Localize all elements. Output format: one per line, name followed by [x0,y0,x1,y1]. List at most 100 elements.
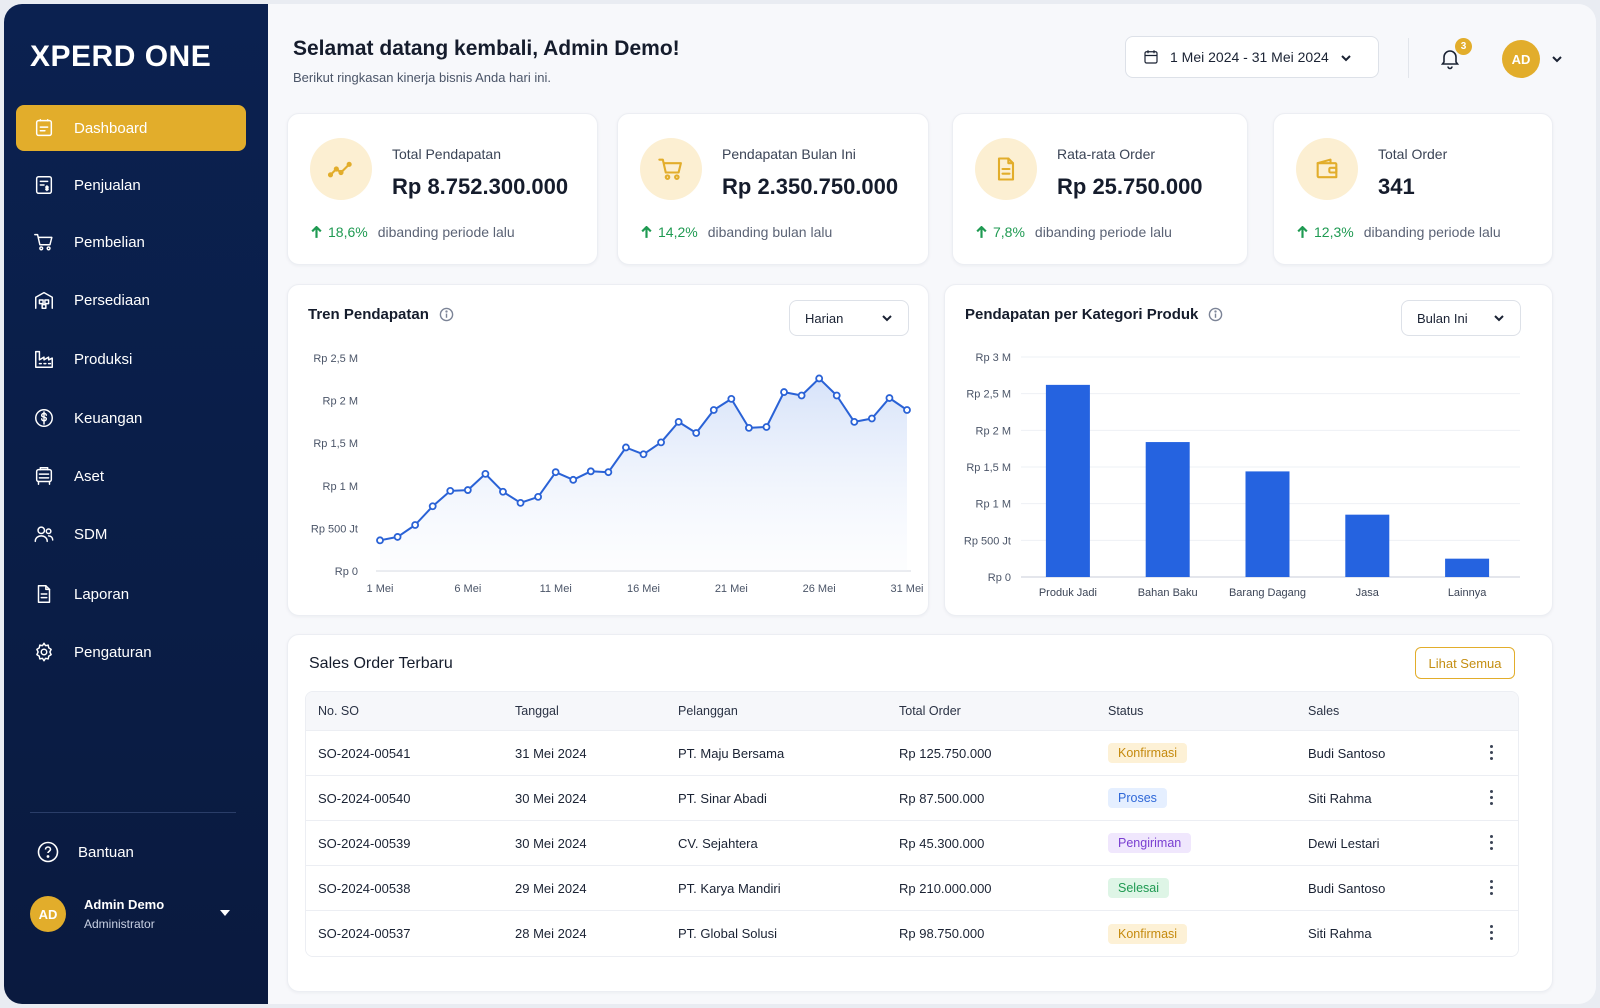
data-point[interactable] [657,438,665,447]
document-icon [32,582,56,606]
data-point[interactable] [727,394,736,403]
header-divider [1408,38,1409,78]
sidebar-item-dashboard[interactable]: Dashboard [16,105,246,151]
kpi-compare: dibanding periode lalu [1034,224,1172,240]
panel-title: Sales Order Terbaru [309,655,453,672]
user-role: Administrator [84,917,155,931]
kpi-card-total-order: Total Order 341 12,3% dibanding periode … [1273,113,1553,265]
data-point[interactable] [762,423,771,431]
data-point[interactable] [639,450,648,459]
sidebar-item-pembelian[interactable]: Pembelian [16,219,246,265]
user-menu[interactable]: AD Admin Demo Administrator [30,894,230,934]
data-point[interactable] [903,406,911,414]
chevron-down-icon [881,312,893,327]
data-point[interactable] [850,417,859,426]
data-point[interactable] [780,388,788,396]
info-icon[interactable] [439,307,454,322]
column-header[interactable]: Pelanggan [678,704,738,718]
table-row[interactable]: SO-2024-00537 28 Mei 2024 PT. Global Solus… [306,911,1518,956]
more-options-icon[interactable] [1490,835,1494,851]
data-point[interactable] [411,521,420,529]
sidebar-item-label: Pembelian [74,233,145,251]
dollar-circle-icon [32,406,56,430]
sidebar-item-produksi[interactable]: Produksi [16,336,246,382]
sidebar-item-label: Penjualan [74,176,141,194]
data-point[interactable] [622,443,630,452]
data-point[interactable] [569,475,578,484]
cell-sales: Dewi Lestari [1308,835,1380,851]
sidebar-item-keuangan[interactable]: Keuangan [16,395,246,441]
notification-button[interactable] [1438,46,1464,72]
data-point[interactable] [376,536,384,545]
cell-total: Rp 210.000.000 [899,880,992,896]
date-range-picker[interactable]: 1 Mei 2024 - 31 Mei 2024 [1125,36,1379,78]
data-point[interactable] [674,417,683,426]
data-point[interactable] [815,374,824,383]
data-point[interactable] [516,498,525,507]
bar[interactable] [1345,514,1390,577]
category-period-select[interactable]: Bulan Ini [1401,300,1521,336]
chevron-down-icon[interactable] [1551,52,1563,70]
data-point[interactable] [586,467,595,476]
data-point[interactable] [692,429,701,437]
cell-sales: Budi Santoso [1308,745,1386,761]
sidebar-item-persediaan[interactable]: Persediaan [16,277,246,323]
data-point[interactable] [604,468,613,477]
bar[interactable] [1445,558,1490,577]
table-body: SO-2024-00541 31 Mei 2024 PT. Maju Bersama… [306,731,1518,956]
column-header[interactable]: Sales [1308,704,1340,718]
kpi-compare: dibanding bulan lalu [707,224,833,240]
table-row[interactable]: SO-2024-00538 29 Mei 2024 PT. Karya Mandir… [306,866,1518,911]
cell-date: 30 Mei 2024 [515,835,587,851]
data-point[interactable] [551,468,560,477]
table-row[interactable]: SO-2024-00540 30 Mei 2024 PT. Sinar Abadi R… [306,776,1518,821]
column-header[interactable]: No. SO [318,704,359,718]
data-point[interactable] [446,487,455,495]
kpi-change-value: 7,8% [993,224,1025,240]
data-point[interactable] [428,502,437,511]
data-point[interactable] [709,406,718,414]
more-options-icon[interactable] [1490,925,1494,941]
bar[interactable] [1245,471,1290,577]
data-point[interactable] [499,487,507,496]
info-icon[interactable] [1208,307,1223,322]
data-point[interactable] [797,391,806,400]
more-options-icon[interactable] [1490,790,1494,806]
data-point[interactable] [534,492,543,501]
data-point[interactable] [393,533,402,541]
kpi-change-value: 18,6% [328,224,368,240]
data-point[interactable] [744,423,753,432]
sidebar-item-aset[interactable]: Aset [16,453,246,499]
status-cell: Konfirmasi [1108,911,1188,956]
more-options-icon[interactable] [1490,745,1494,761]
help-link[interactable]: Bantuan [36,840,134,864]
cell-customer: CV. Sejahtera [678,835,758,851]
data-point[interactable] [481,469,490,478]
sidebar-item-sdm[interactable]: SDM [16,511,246,557]
chevron-down-icon [1493,312,1505,327]
data-point[interactable] [832,391,841,400]
column-header[interactable]: Total Order [899,704,961,718]
dashboard-icon [32,116,56,140]
data-point[interactable] [867,414,876,423]
view-all-button[interactable]: Lihat Semua [1415,647,1515,679]
more-options-icon[interactable] [1490,880,1494,896]
bar[interactable] [1045,384,1090,577]
table-row[interactable]: SO-2024-00541 31 Mei 2024 PT. Maju Bersama… [306,731,1518,776]
column-header[interactable]: Tanggal [515,704,559,718]
table-row[interactable]: SO-2024-00539 30 Mei 2024 CV. Sejahtera Rp … [306,821,1518,866]
sidebar-item-penjualan[interactable]: Penjualan [16,162,246,208]
sidebar-item-pengaturan[interactable]: Pengaturan [16,629,246,675]
sidebar-item-laporan[interactable]: Laporan [16,571,246,617]
y-tick-label: Rp 500 Jt [311,523,358,535]
status-cell: Konfirmasi [1108,731,1188,775]
trend-period-select[interactable]: Harian [789,300,909,336]
bar[interactable] [1145,442,1190,577]
status-badge: Proses [1108,788,1167,808]
data-point[interactable] [463,486,472,494]
header-avatar[interactable]: AD [1502,40,1540,78]
data-point[interactable] [885,394,894,402]
kpi-change: 7,8% [975,224,1025,240]
revenue-trend-chart: Rp 0 Rp 500 Jt Rp 1 M Rp 1,5 M Rp 2 M Rp 2,5 … [311,353,924,595]
column-header[interactable]: Status [1108,704,1144,718]
